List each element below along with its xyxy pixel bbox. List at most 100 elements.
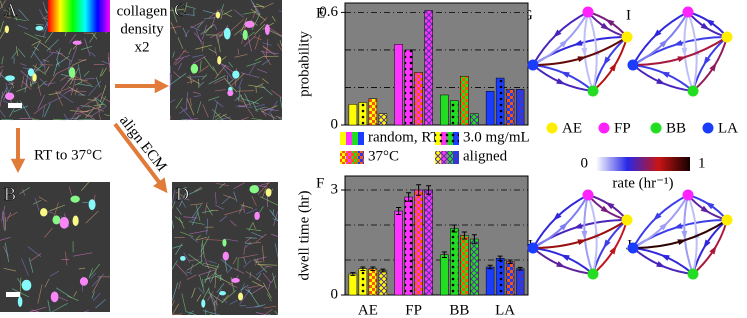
error-bar bbox=[441, 251, 447, 259]
fiber bbox=[74, 81, 83, 86]
fiber bbox=[243, 259, 252, 268]
fiber bbox=[49, 51, 63, 55]
edge-arrowhead bbox=[703, 56, 711, 66]
cell bbox=[35, 25, 44, 31]
fiber bbox=[84, 77, 95, 80]
panel-letter: D bbox=[176, 184, 189, 204]
fiber bbox=[186, 98, 195, 116]
fiber bbox=[247, 37, 252, 52]
fiber bbox=[186, 80, 196, 84]
fiber bbox=[219, 4, 225, 16]
fiber bbox=[43, 23, 49, 38]
error-bar bbox=[471, 234, 477, 244]
bar bbox=[378, 113, 388, 126]
edge-arrowhead bbox=[560, 71, 570, 78]
error-bar bbox=[416, 184, 422, 196]
fiber bbox=[78, 59, 87, 61]
fiber bbox=[38, 41, 52, 51]
fiber bbox=[210, 263, 220, 282]
fiber bbox=[192, 56, 206, 64]
fiber bbox=[201, 24, 207, 40]
fiber bbox=[215, 276, 233, 285]
edge-arrowhead bbox=[559, 222, 569, 231]
fiber bbox=[204, 265, 217, 270]
fiber bbox=[246, 31, 255, 39]
fiber bbox=[219, 215, 228, 222]
x-tick-label: LA bbox=[495, 302, 515, 318]
fiber bbox=[29, 81, 38, 86]
fiber bbox=[65, 251, 68, 266]
fiber bbox=[251, 280, 264, 288]
legend-swatch bbox=[441, 132, 447, 145]
fiber bbox=[24, 73, 29, 93]
fiber bbox=[56, 48, 61, 60]
fiber bbox=[271, 234, 279, 237]
fiber bbox=[202, 262, 220, 268]
fiber bbox=[52, 118, 65, 121]
legend-swatch bbox=[352, 132, 358, 145]
edge-arrowhead bbox=[605, 18, 615, 27]
legend-swatch bbox=[352, 151, 358, 164]
edge-arrowhead bbox=[659, 39, 669, 48]
fiber bbox=[188, 221, 205, 225]
fiber bbox=[30, 253, 42, 262]
cell bbox=[180, 255, 186, 261]
edge bbox=[592, 219, 628, 275]
edge-arrowhead bbox=[673, 222, 683, 229]
fiber bbox=[243, 35, 256, 47]
node bbox=[582, 189, 594, 201]
edge-arrowhead bbox=[681, 230, 688, 240]
fiber bbox=[262, 111, 277, 120]
fiber bbox=[215, 204, 225, 210]
edge-arrowhead bbox=[673, 39, 683, 46]
fiber bbox=[29, 81, 32, 88]
fiber bbox=[58, 92, 74, 104]
node bbox=[721, 214, 733, 226]
fiber bbox=[206, 218, 209, 235]
fiber bbox=[51, 302, 68, 313]
fiber bbox=[0, 0, 3, 8]
fiber bbox=[4, 242, 10, 262]
edge-arrowhead bbox=[700, 22, 710, 31]
fiber bbox=[245, 241, 251, 248]
node-legend-label: AE bbox=[562, 120, 582, 136]
fiber bbox=[7, 211, 18, 219]
error-bar bbox=[487, 264, 493, 270]
fiber bbox=[186, 76, 201, 85]
fiber bbox=[271, 275, 277, 283]
fiber bbox=[83, 70, 90, 77]
edge-arrowhead bbox=[705, 201, 715, 210]
fiber bbox=[192, 91, 201, 95]
fiber bbox=[88, 268, 93, 279]
fiber bbox=[241, 17, 248, 32]
fiber bbox=[250, 0, 260, 15]
fiber bbox=[194, 186, 202, 192]
fiber bbox=[69, 46, 78, 65]
fiber bbox=[87, 99, 97, 102]
fiber bbox=[67, 86, 85, 96]
fiber bbox=[234, 94, 243, 102]
fiber bbox=[169, 115, 171, 121]
fiber bbox=[187, 76, 206, 78]
fiber bbox=[19, 277, 22, 298]
fiber bbox=[259, 16, 268, 26]
bar bbox=[505, 261, 515, 296]
fiber bbox=[59, 297, 68, 302]
fiber bbox=[77, 83, 94, 87]
fiber bbox=[179, 186, 187, 190]
panel-letter: B bbox=[4, 184, 16, 204]
cell bbox=[70, 195, 80, 203]
fiber bbox=[259, 108, 267, 117]
cell bbox=[50, 291, 59, 303]
fiber bbox=[91, 291, 95, 299]
fiber bbox=[170, 21, 177, 35]
fiber bbox=[1, 87, 8, 99]
fiber bbox=[246, 228, 262, 232]
cell bbox=[264, 24, 270, 36]
fiber bbox=[0, 20, 4, 33]
fiber bbox=[3, 268, 17, 272]
fiber bbox=[201, 239, 205, 258]
fiber bbox=[31, 39, 42, 46]
edge bbox=[532, 247, 594, 275]
fiber bbox=[253, 258, 267, 273]
